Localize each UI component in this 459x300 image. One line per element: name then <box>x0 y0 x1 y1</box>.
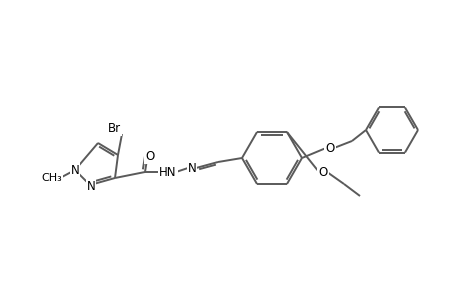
Text: O: O <box>318 166 327 178</box>
Text: N: N <box>86 179 95 193</box>
Text: Br: Br <box>107 122 120 134</box>
Text: N: N <box>71 164 79 176</box>
Text: N: N <box>187 161 196 175</box>
Text: CH₃: CH₃ <box>41 173 62 183</box>
Text: O: O <box>325 142 334 154</box>
Text: O: O <box>145 149 154 163</box>
Text: HN: HN <box>159 166 176 178</box>
